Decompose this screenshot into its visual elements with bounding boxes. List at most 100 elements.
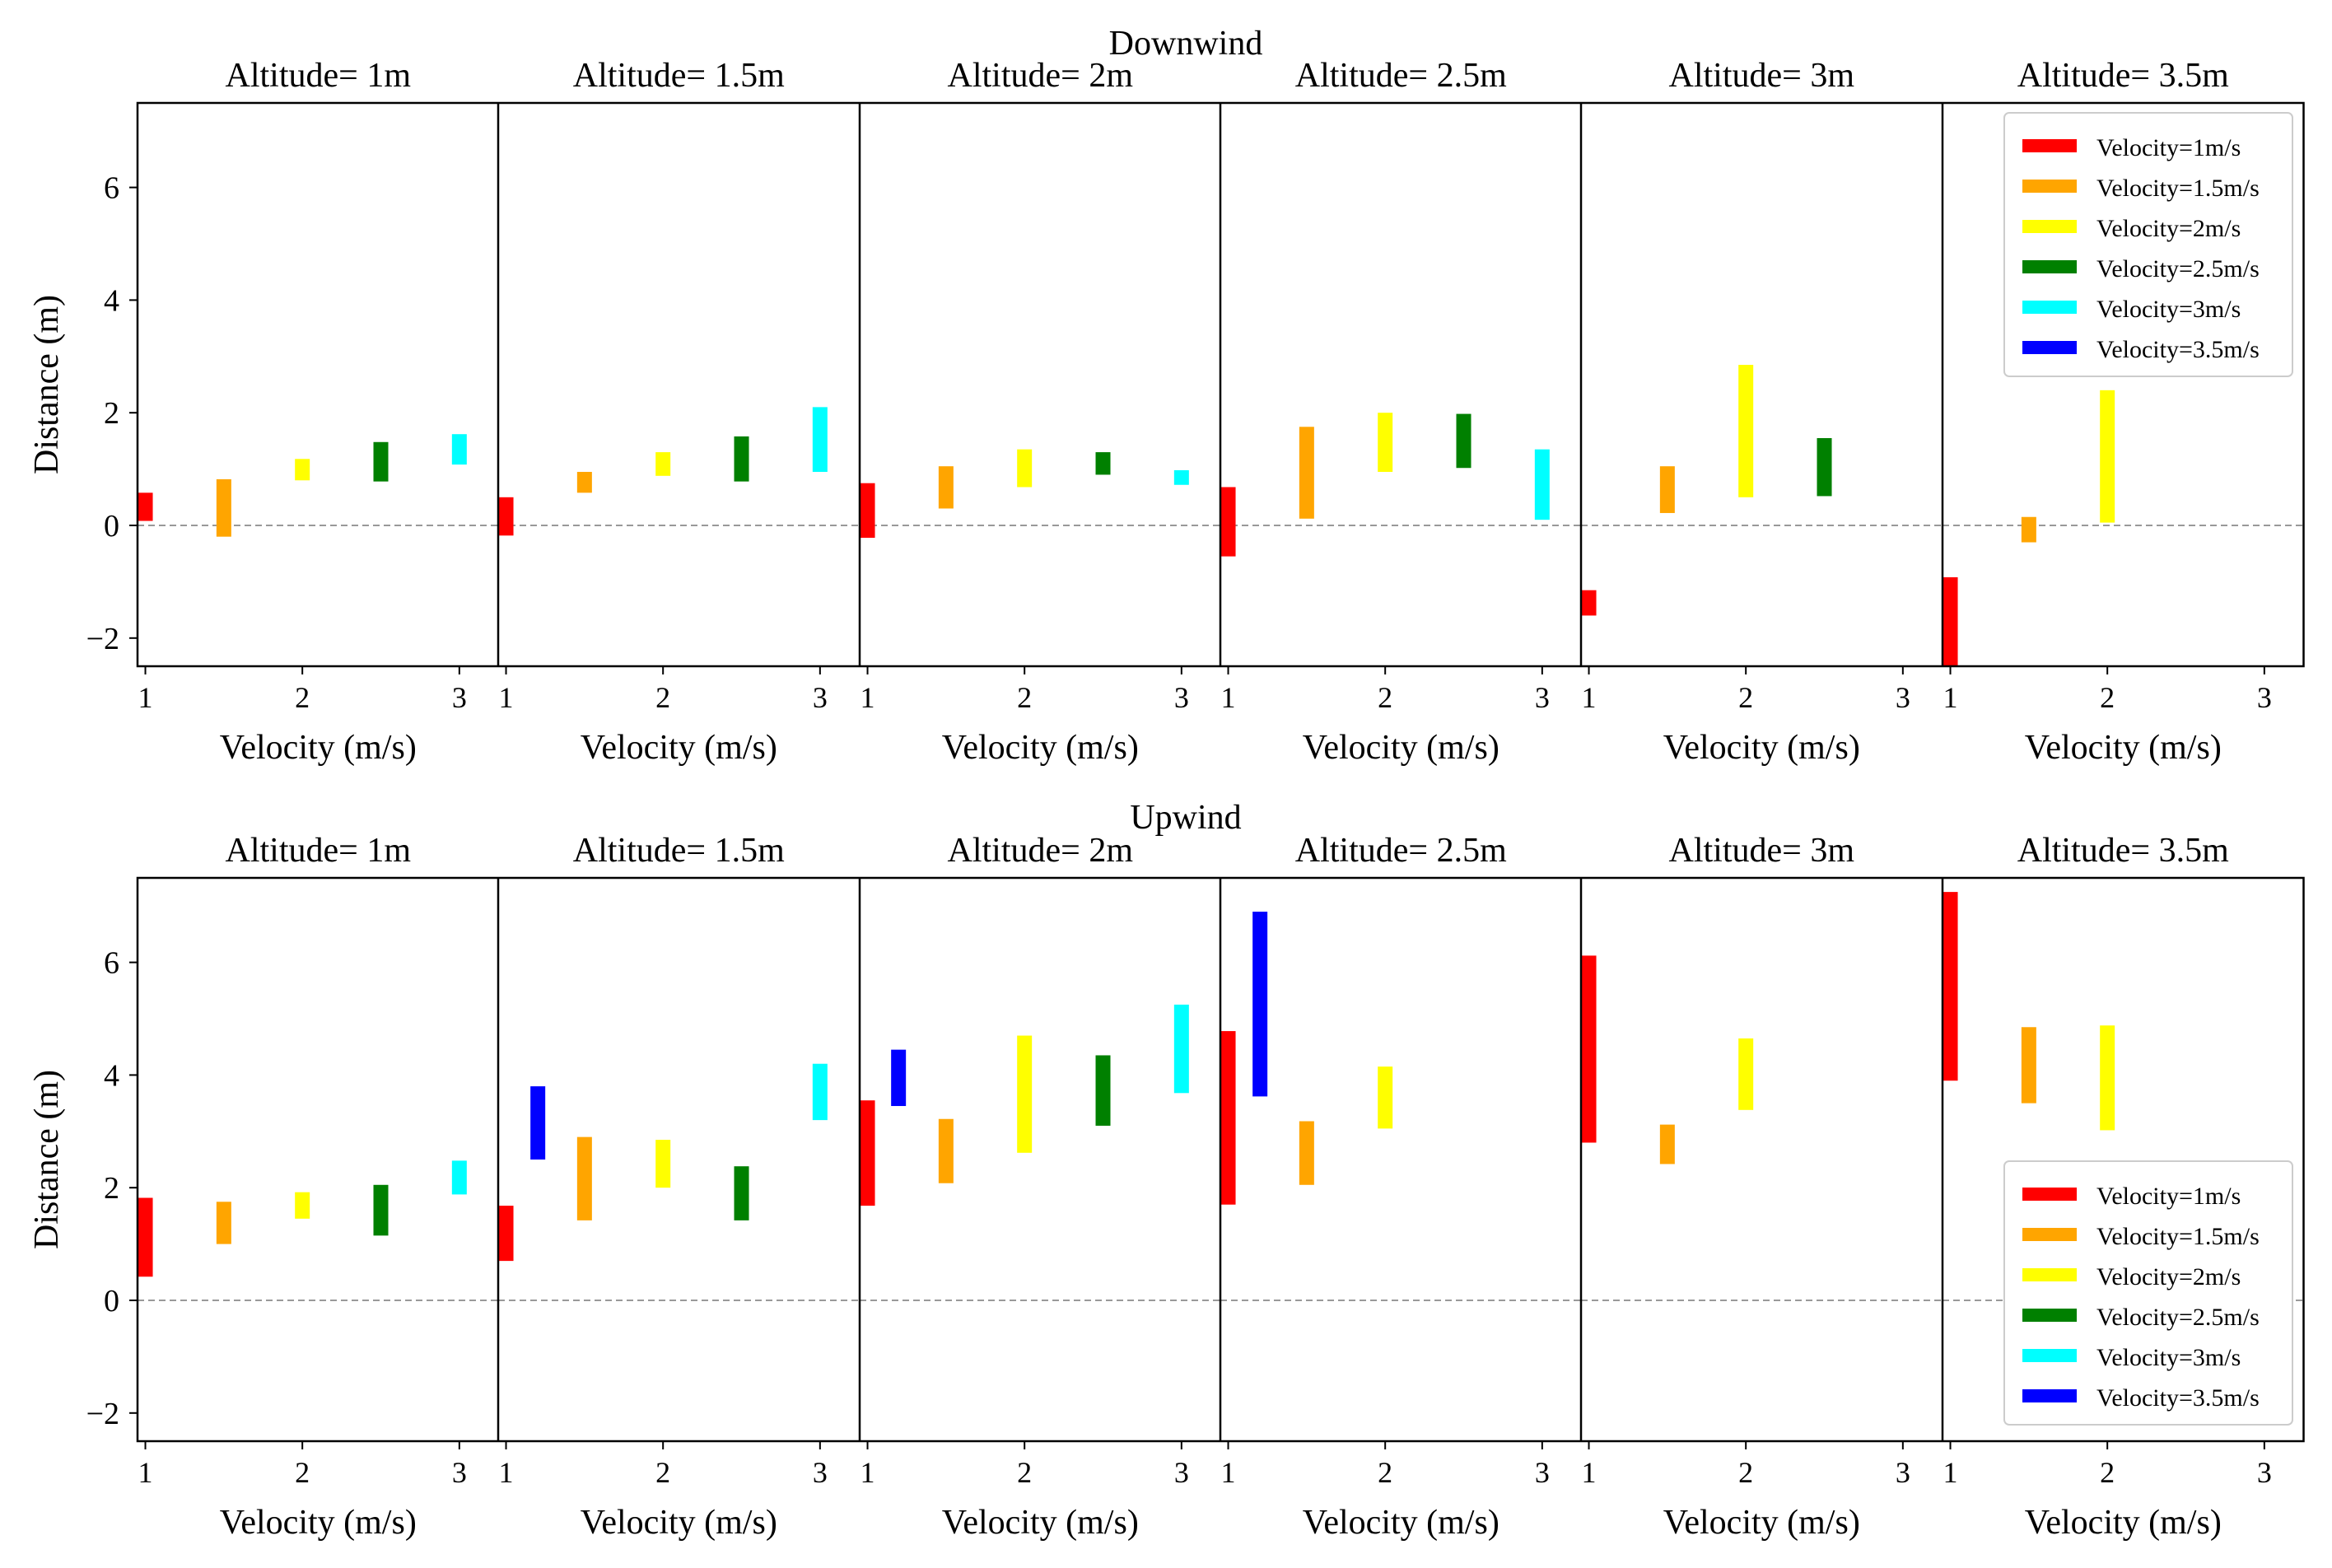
x-axis-label: Velocity (m/s): [1663, 1504, 1860, 1542]
y-tick-label: 2: [104, 396, 119, 431]
bar-velocity-2-5m-s: [1095, 1055, 1111, 1126]
bar-velocity-2m-s: [1378, 1066, 1393, 1129]
bar-velocity-1m-s: [138, 492, 153, 521]
legend-swatch: [2022, 260, 2077, 273]
legend-swatch: [2022, 1389, 2077, 1402]
x-axis-label: Velocity (m/s): [2025, 729, 2222, 767]
panel-title: Altitude= 1m: [225, 57, 411, 95]
panel-title: Altitude= 1.5m: [573, 832, 785, 870]
bar-velocity-3m-s: [1173, 469, 1189, 485]
bar-velocity-3m-s: [1173, 1004, 1189, 1094]
bar-velocity-2-5m-s: [373, 441, 389, 482]
x-tick-label: 1: [1582, 681, 1597, 714]
legend-label: Velocity=2m/s: [2096, 1263, 2241, 1290]
panel-title: Altitude= 3m: [1668, 57, 1854, 95]
bar-velocity-1-5m-s: [576, 472, 592, 493]
y-tick-label: 6: [104, 946, 119, 981]
x-tick-label: 1: [1943, 681, 1958, 714]
legend-label: Velocity=3m/s: [2096, 1344, 2241, 1371]
x-tick-label: 1: [138, 1456, 153, 1489]
x-tick-label: 2: [2100, 681, 2115, 714]
panel-title: Altitude= 3m: [1668, 832, 1854, 870]
row-title: Upwind: [1130, 799, 1241, 837]
bar-velocity-2m-s: [1017, 449, 1033, 488]
panel-title: Altitude= 3.5m: [2017, 57, 2229, 95]
x-tick-label: 3: [1896, 1456, 1910, 1489]
bar-velocity-1-5m-s: [216, 478, 231, 537]
y-tick-label: 0: [104, 509, 119, 544]
legend-swatch: [2022, 180, 2077, 193]
legend-swatch: [2022, 1228, 2077, 1241]
panel-title: Altitude= 2.5m: [1295, 832, 1507, 870]
x-axis-label: Velocity (m/s): [581, 729, 777, 767]
x-tick-label: 3: [1174, 1456, 1189, 1489]
bar-velocity-2-5m-s: [734, 1166, 749, 1220]
legend-swatch: [2022, 301, 2077, 314]
x-tick-label: 1: [1221, 681, 1236, 714]
x-tick-label: 3: [2257, 681, 2272, 714]
x-tick-label: 1: [499, 681, 514, 714]
bar-velocity-1m-s: [860, 1100, 875, 1206]
bar-velocity-2m-s: [1378, 413, 1393, 473]
bar-velocity-2-5m-s: [1817, 437, 1832, 497]
x-axis-label: Velocity (m/s): [942, 1504, 1139, 1542]
x-tick-label: 2: [1017, 1456, 1032, 1489]
panel-title: Altitude= 3.5m: [2017, 832, 2229, 870]
x-tick-label: 2: [2100, 1456, 2115, 1489]
bar-velocity-1m-s: [1220, 487, 1236, 557]
bar-velocity-1-5m-s: [938, 1118, 954, 1183]
y-tick-label: −2: [86, 1397, 119, 1431]
bar-velocity-1m-s: [1581, 590, 1597, 616]
x-axis-label: Velocity (m/s): [942, 729, 1139, 767]
x-axis-label: Velocity (m/s): [1303, 1504, 1499, 1542]
legend-label: Velocity=1m/s: [2096, 134, 2241, 161]
y-tick-label: −2: [86, 622, 119, 656]
x-tick-label: 2: [655, 1456, 670, 1489]
y-axis-label: Distance (m): [28, 295, 66, 474]
bar-velocity-2-5m-s: [734, 436, 749, 482]
x-tick-label: 3: [2257, 1456, 2272, 1489]
bar-velocity-3m-s: [451, 434, 467, 465]
x-axis-label: Velocity (m/s): [220, 729, 417, 767]
bar-velocity-1-5m-s: [1299, 427, 1314, 519]
bar-velocity-1-5m-s: [1659, 1124, 1675, 1164]
bar-velocity-2m-s: [1017, 1035, 1033, 1153]
panel-title: Altitude= 2.5m: [1295, 57, 1507, 95]
x-tick-label: 3: [1896, 681, 1910, 714]
x-tick-label: 3: [813, 1456, 828, 1489]
row-title: Downwind: [1109, 25, 1263, 63]
bar-velocity-2m-s: [295, 1192, 310, 1219]
legend-swatch: [2022, 139, 2077, 152]
bar-velocity-3-5m-s: [891, 1049, 907, 1107]
bar-velocity-1-5m-s: [576, 1136, 592, 1220]
x-tick-label: 3: [452, 681, 467, 714]
bar-velocity-2m-s: [1738, 365, 1754, 497]
legend-label: Velocity=2.5m/s: [2096, 1304, 2260, 1331]
bar-velocity-2m-s: [655, 1140, 671, 1188]
legend-swatch: [2022, 1188, 2077, 1201]
panel-title: Altitude= 1.5m: [573, 57, 785, 95]
x-tick-label: 1: [499, 1456, 514, 1489]
x-axis-label: Velocity (m/s): [220, 1504, 417, 1542]
x-tick-label: 3: [1535, 681, 1550, 714]
bar-velocity-1m-s: [1943, 576, 1958, 666]
bar-velocity-3m-s: [812, 1063, 828, 1121]
bar-velocity-1-5m-s: [2021, 1027, 2036, 1104]
x-tick-label: 2: [1378, 681, 1392, 714]
bar-velocity-2m-s: [2100, 390, 2115, 523]
x-tick-label: 3: [452, 1456, 467, 1489]
legend-label: Velocity=1m/s: [2096, 1183, 2241, 1210]
bar-velocity-1m-s: [1943, 892, 1958, 1081]
x-tick-label: 3: [1535, 1456, 1550, 1489]
bar-velocity-1-5m-s: [1299, 1121, 1314, 1185]
y-tick-label: 4: [104, 283, 119, 318]
x-tick-label: 2: [655, 681, 670, 714]
bar-velocity-2m-s: [655, 452, 671, 476]
bar-velocity-3m-s: [451, 1160, 467, 1195]
panel-title: Altitude= 1m: [225, 832, 411, 870]
bar-velocity-1m-s: [1581, 955, 1597, 1143]
x-tick-label: 2: [1738, 1456, 1753, 1489]
legend-swatch: [2022, 341, 2077, 354]
